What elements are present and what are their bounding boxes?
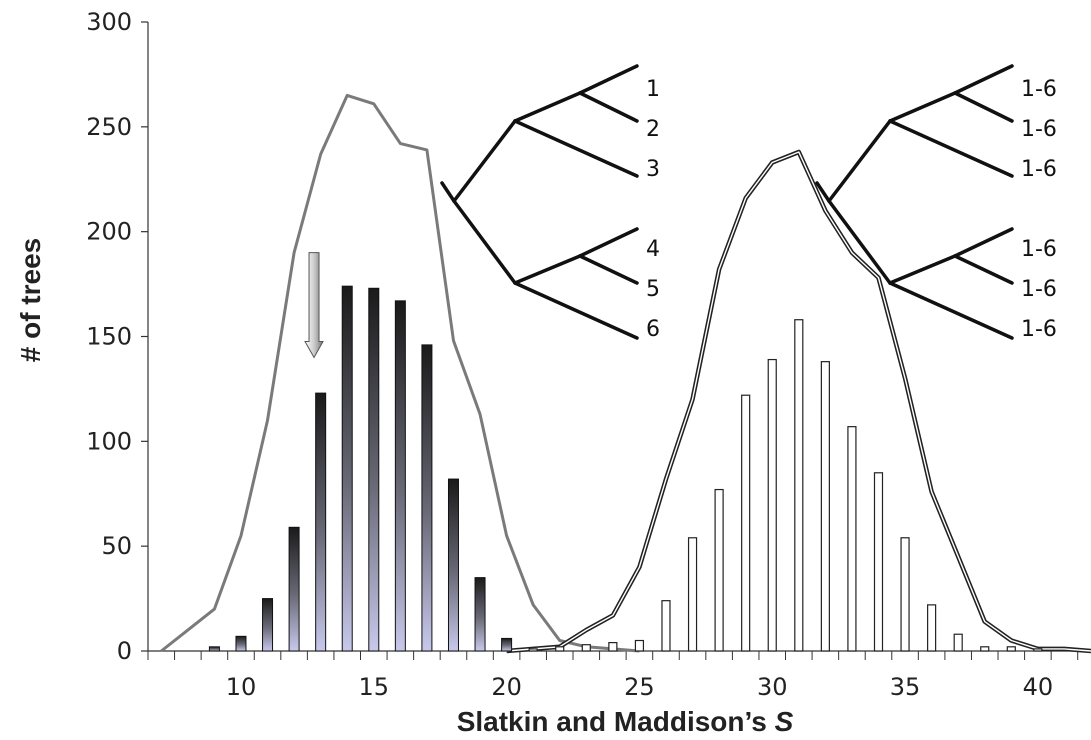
bar-series-1 xyxy=(368,287,380,652)
tree-branch xyxy=(827,119,892,203)
tree-branch xyxy=(578,64,639,95)
tree-tip-label: 2 xyxy=(646,117,660,142)
bar-series-2 xyxy=(900,537,910,652)
bar-series-1 xyxy=(474,577,486,652)
x-tick-label: 20 xyxy=(491,673,522,701)
bar-series-2 xyxy=(767,358,777,652)
tree-tip-label: 1-6 xyxy=(1021,77,1057,102)
bar-series-2 xyxy=(555,646,565,652)
x-tick-label: 10 xyxy=(226,673,257,701)
tree-branch xyxy=(953,91,1014,123)
tree-tip-label: 1-6 xyxy=(1021,237,1057,262)
annotation-layer xyxy=(304,252,324,359)
tree-tip-label: 5 xyxy=(646,277,660,302)
bar-series-1 xyxy=(394,300,406,652)
tree-layer: 1 2 3 4 5 6 1-6 1-6 1-6 1-6 1-6 1-6 xyxy=(440,64,1057,342)
tree-branch xyxy=(440,181,456,203)
bar-series-2 xyxy=(794,319,804,652)
x-tick-label: 35 xyxy=(890,673,921,701)
bar-series-1 xyxy=(421,344,433,652)
bar-series-1 xyxy=(315,392,327,652)
bar-series-2 xyxy=(873,472,884,652)
tree-branch xyxy=(452,119,517,203)
bar-series-2 xyxy=(528,648,538,652)
tree-branch xyxy=(452,199,517,285)
y-tick-label: 100 xyxy=(86,427,132,455)
tree-branch xyxy=(578,254,639,285)
tree-tip-label: 1 xyxy=(646,77,660,102)
x-tick-label: 15 xyxy=(359,673,390,701)
x-axis-label: Slatkin and Maddison’s S xyxy=(457,706,794,737)
bar-series-1 xyxy=(341,285,353,652)
tree-branch xyxy=(953,64,1014,95)
tree-branch xyxy=(578,91,639,123)
bar-series-2 xyxy=(1033,648,1043,652)
y-tick-label: 250 xyxy=(86,113,132,141)
bar-series-2 xyxy=(687,537,698,652)
bar-series-2 xyxy=(980,646,990,652)
tree-branch xyxy=(888,254,957,285)
tree-tip-label: 4 xyxy=(646,237,660,262)
tree-tip-label: 1-6 xyxy=(1021,117,1057,142)
y-tick-label: 50 xyxy=(101,532,132,560)
series-curve-inner xyxy=(506,151,1091,652)
x-tick-label: 30 xyxy=(757,673,788,701)
bar-series-1 xyxy=(262,598,274,652)
bar-series-1 xyxy=(208,646,220,652)
x-tick-label: 25 xyxy=(624,673,655,701)
tree-branch xyxy=(827,199,892,285)
bar-series-2 xyxy=(634,639,645,652)
tree-tip-label: 3 xyxy=(646,157,660,182)
tree-branch xyxy=(888,281,1014,340)
bar-series-1 xyxy=(288,526,300,652)
tree-branch xyxy=(513,254,582,285)
bar-series-2 xyxy=(927,604,937,652)
tree-tip-label: 6 xyxy=(646,317,660,342)
bar-series-1 xyxy=(235,635,247,652)
tree-right: 1-6 1-6 1-6 1-6 1-6 1-6 xyxy=(815,64,1057,342)
y-tick-label: 200 xyxy=(86,218,132,246)
tree-branch xyxy=(815,181,831,203)
tree-branch xyxy=(513,91,582,123)
y-tick-label: 300 xyxy=(86,8,132,36)
x-axis-label-text: Slatkin and Maddison’s xyxy=(457,706,775,737)
y-tick-label: 150 xyxy=(86,323,132,351)
bar-series-1 xyxy=(447,478,459,652)
x-axis-label-italic: S xyxy=(775,706,794,737)
bar-series-2 xyxy=(714,488,724,652)
series-bars xyxy=(208,285,1043,652)
bar-series-2 xyxy=(581,644,591,652)
y-axis-label: # of trees xyxy=(15,238,46,363)
bar-series-2 xyxy=(847,426,857,652)
arrow-annotation xyxy=(304,252,324,359)
bar-series-2 xyxy=(820,361,830,652)
y-tick-label: 0 xyxy=(117,637,132,665)
tree-left: 1 2 3 4 5 6 xyxy=(440,64,660,342)
tree-tip-label: 1-6 xyxy=(1021,157,1057,182)
series-curves xyxy=(160,93,1091,654)
bar-series-2 xyxy=(953,633,963,652)
x-axis: 10 15 20 25 30 35 40 xyxy=(147,650,1091,701)
tree-branch xyxy=(513,281,639,340)
tree-branch xyxy=(888,119,1014,178)
bar-series-2 xyxy=(661,600,671,652)
bar-series-1 xyxy=(501,637,513,652)
x-tick-label: 40 xyxy=(1023,673,1054,701)
y-axis: 0 50 100 150 200 250 300 xyxy=(86,8,149,665)
tree-branch xyxy=(513,119,639,178)
bar-series-2 xyxy=(1006,646,1016,652)
tree-tip-label: 1-6 xyxy=(1021,277,1057,302)
bar-series-2 xyxy=(608,642,618,652)
tree-tip-label: 1-6 xyxy=(1021,317,1057,342)
tree-branch xyxy=(953,227,1014,258)
tree-branch xyxy=(953,254,1014,285)
tree-branch xyxy=(888,91,957,123)
bar-series-2 xyxy=(741,394,751,652)
tree-branch xyxy=(578,227,639,258)
